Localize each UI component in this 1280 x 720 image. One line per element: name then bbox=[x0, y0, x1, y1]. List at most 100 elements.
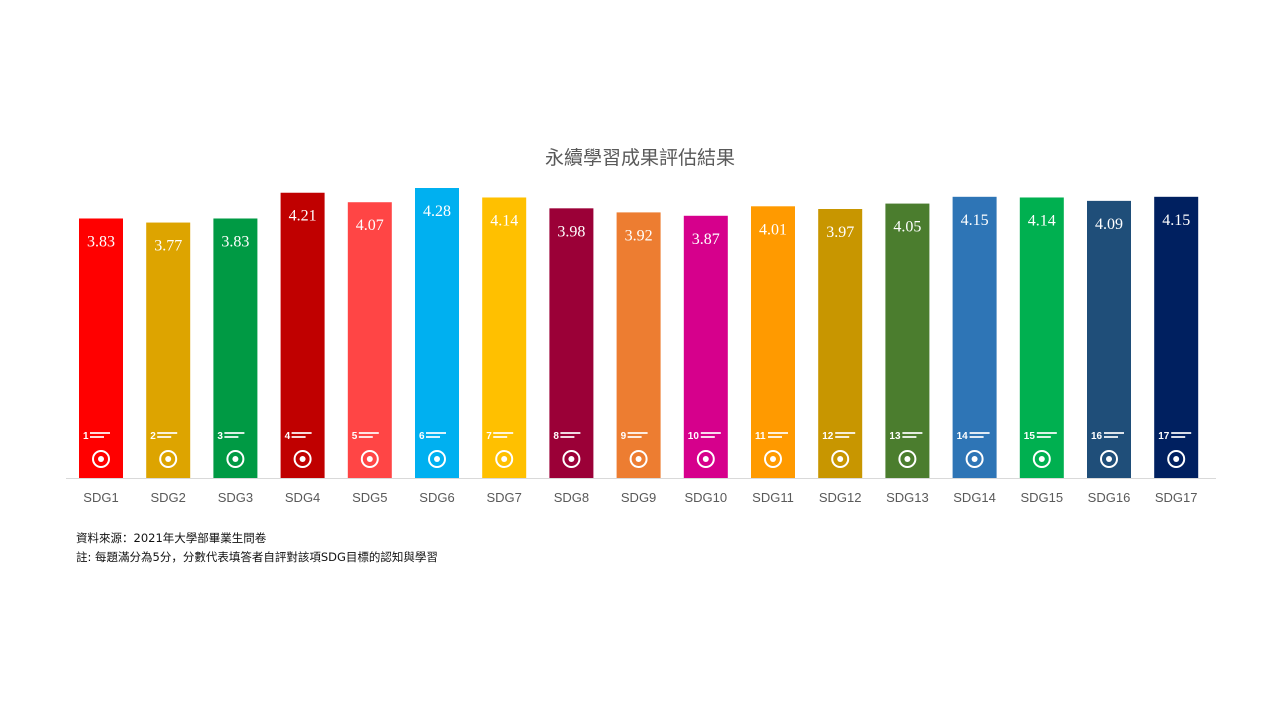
source-note: 資料來源：2021年大學部畢業生問卷 bbox=[76, 531, 267, 545]
data-label-sdg14: 4.15 bbox=[961, 212, 989, 229]
svg-text:8: 8 bbox=[553, 431, 559, 442]
peace-justice-icon: 16 bbox=[1091, 431, 1124, 468]
bar-group-sdg10: 10 3.87 SDG10 bbox=[683, 215, 728, 505]
tick-label-sdg17: SDG17 bbox=[1155, 490, 1198, 505]
bar-group-sdg5: 5 4.07 SDG5 bbox=[347, 202, 392, 505]
svg-text:16: 16 bbox=[1091, 431, 1103, 442]
data-label-sdg17: 4.15 bbox=[1162, 212, 1190, 229]
data-label-sdg16: 4.09 bbox=[1095, 216, 1123, 233]
life-below-water-icon: 14 bbox=[957, 431, 990, 468]
data-label-sdg8: 3.98 bbox=[557, 223, 585, 240]
partnerships-icon: 17 bbox=[1158, 431, 1192, 468]
tick-label-sdg14: SDG14 bbox=[953, 490, 996, 505]
svg-text:4: 4 bbox=[285, 431, 291, 442]
bar-group-sdg11: 11 4.01 SDG11 bbox=[751, 206, 795, 505]
svg-text:11: 11 bbox=[755, 431, 766, 442]
data-label-sdg3: 3.83 bbox=[221, 233, 249, 250]
svg-text:9: 9 bbox=[621, 431, 627, 442]
industry-icon: 9 bbox=[621, 431, 648, 468]
gender-equality-icon: 5 bbox=[352, 431, 379, 468]
bar-group-sdg4: 4 4.21 SDG4 bbox=[280, 192, 325, 505]
bar-group-sdg12: 12 3.97 SDG12 bbox=[818, 209, 863, 505]
svg-text:13: 13 bbox=[889, 431, 901, 442]
svg-text:10: 10 bbox=[688, 431, 700, 442]
data-label-sdg2: 3.77 bbox=[154, 238, 182, 255]
bar-sdg2 bbox=[146, 222, 191, 478]
bar-sdg4 bbox=[280, 192, 325, 479]
tick-label-sdg9: SDG9 bbox=[621, 490, 656, 505]
svg-text:12: 12 bbox=[822, 431, 834, 442]
data-label-sdg15: 4.14 bbox=[1028, 212, 1056, 229]
bar-group-sdg17: 17 4.15 SDG17 bbox=[1154, 196, 1199, 505]
tick-label-sdg4: SDG4 bbox=[285, 490, 320, 505]
data-label-sdg1: 3.83 bbox=[87, 233, 115, 250]
bar-sdg7 bbox=[482, 197, 527, 479]
svg-text:14: 14 bbox=[957, 431, 969, 442]
tick-label-sdg12: SDG12 bbox=[819, 490, 862, 505]
bar-sdg6 bbox=[415, 188, 459, 478]
tick-label-sdg2: SDG2 bbox=[150, 490, 185, 505]
tick-label-sdg10: SDG10 bbox=[684, 490, 727, 505]
svg-text:17: 17 bbox=[1158, 431, 1170, 442]
reduced-inequalities-icon: 10 bbox=[688, 431, 721, 468]
tick-label-sdg11: SDG11 bbox=[752, 490, 794, 505]
responsible-consumption-icon: 12 bbox=[822, 431, 856, 468]
clean-energy-icon: 7 bbox=[486, 431, 514, 468]
life-on-land-icon: 15 bbox=[1024, 431, 1057, 468]
tick-label-sdg13: SDG13 bbox=[886, 490, 929, 505]
bar-group-sdg3: 3 3.83 SDG3 bbox=[213, 218, 258, 505]
svg-text:15: 15 bbox=[1024, 431, 1036, 442]
tick-label-sdg15: SDG15 bbox=[1020, 490, 1063, 505]
data-label-sdg7: 4.14 bbox=[490, 212, 518, 229]
bar-group-sdg2: 2 3.77 SDG2 bbox=[146, 222, 191, 505]
sustainable-cities-icon: 11 bbox=[755, 431, 788, 468]
bar-sdg16 bbox=[1087, 200, 1131, 478]
data-label-sdg10: 3.87 bbox=[692, 231, 720, 248]
data-label-sdg9: 3.92 bbox=[625, 227, 653, 244]
tick-label-sdg3: SDG3 bbox=[218, 490, 253, 505]
bar-group-sdg13: 13 4.05 SDG13 bbox=[885, 203, 930, 505]
no-poverty-icon: 1 bbox=[83, 431, 110, 468]
bar-sdg15 bbox=[1019, 197, 1064, 479]
bar-sdg1 bbox=[79, 218, 123, 478]
bar-group-sdg15: 15 4.14 SDG15 bbox=[1019, 197, 1064, 505]
data-label-sdg12: 3.97 bbox=[826, 224, 854, 241]
bar-sdg10 bbox=[683, 215, 728, 478]
data-label-sdg6: 4.28 bbox=[423, 203, 451, 220]
footnote: 註: 每題滿分為5分，分數代表填答者自評對該項SDG目標的認知與學習 bbox=[76, 550, 438, 564]
data-label-sdg4: 4.21 bbox=[289, 208, 317, 225]
good-health-icon: 3 bbox=[217, 431, 245, 468]
quality-education-icon: 4 bbox=[285, 431, 312, 468]
data-label-sdg11: 4.01 bbox=[759, 221, 787, 238]
bar-sdg3 bbox=[213, 218, 258, 478]
bar-group-sdg9: 9 3.92 SDG9 bbox=[616, 212, 661, 505]
tick-label-sdg1: SDG1 bbox=[83, 490, 118, 505]
tick-label-sdg16: SDG16 bbox=[1088, 490, 1131, 505]
bar-sdg14 bbox=[952, 196, 997, 478]
tick-label-sdg5: SDG5 bbox=[352, 490, 387, 505]
data-label-sdg13: 4.05 bbox=[893, 219, 921, 236]
svg-text:7: 7 bbox=[486, 431, 492, 442]
svg-text:6: 6 bbox=[419, 431, 425, 442]
data-label-sdg5: 4.07 bbox=[356, 217, 384, 234]
svg-text:1: 1 bbox=[83, 431, 89, 442]
tick-label-sdg7: SDG7 bbox=[486, 490, 521, 505]
bar-group-sdg8: 8 3.98 SDG8 bbox=[549, 208, 594, 505]
decent-work-icon: 8 bbox=[553, 431, 581, 468]
bar-sdg17 bbox=[1154, 196, 1199, 478]
clean-water-icon: 6 bbox=[419, 431, 446, 468]
bar-group-sdg6: 6 4.28 SDG6 bbox=[415, 188, 459, 505]
svg-text:3: 3 bbox=[217, 431, 223, 442]
zero-hunger-icon: 2 bbox=[150, 431, 178, 468]
climate-action-icon: 13 bbox=[889, 431, 923, 468]
bar-group-sdg16: 16 4.09 SDG16 bbox=[1087, 200, 1131, 505]
bar-group-sdg1: 1 3.83 SDG1 bbox=[79, 218, 123, 505]
bar-group-sdg14: 14 4.15 SDG14 bbox=[952, 196, 997, 505]
svg-text:5: 5 bbox=[352, 431, 358, 442]
bar-group-sdg7: 7 4.14 SDG7 bbox=[482, 197, 527, 505]
tick-label-sdg8: SDG8 bbox=[554, 490, 589, 505]
svg-text:2: 2 bbox=[150, 431, 156, 442]
chart-title: 永續學習成果評估結果 bbox=[544, 147, 735, 169]
tick-label-sdg6: SDG6 bbox=[419, 490, 454, 505]
